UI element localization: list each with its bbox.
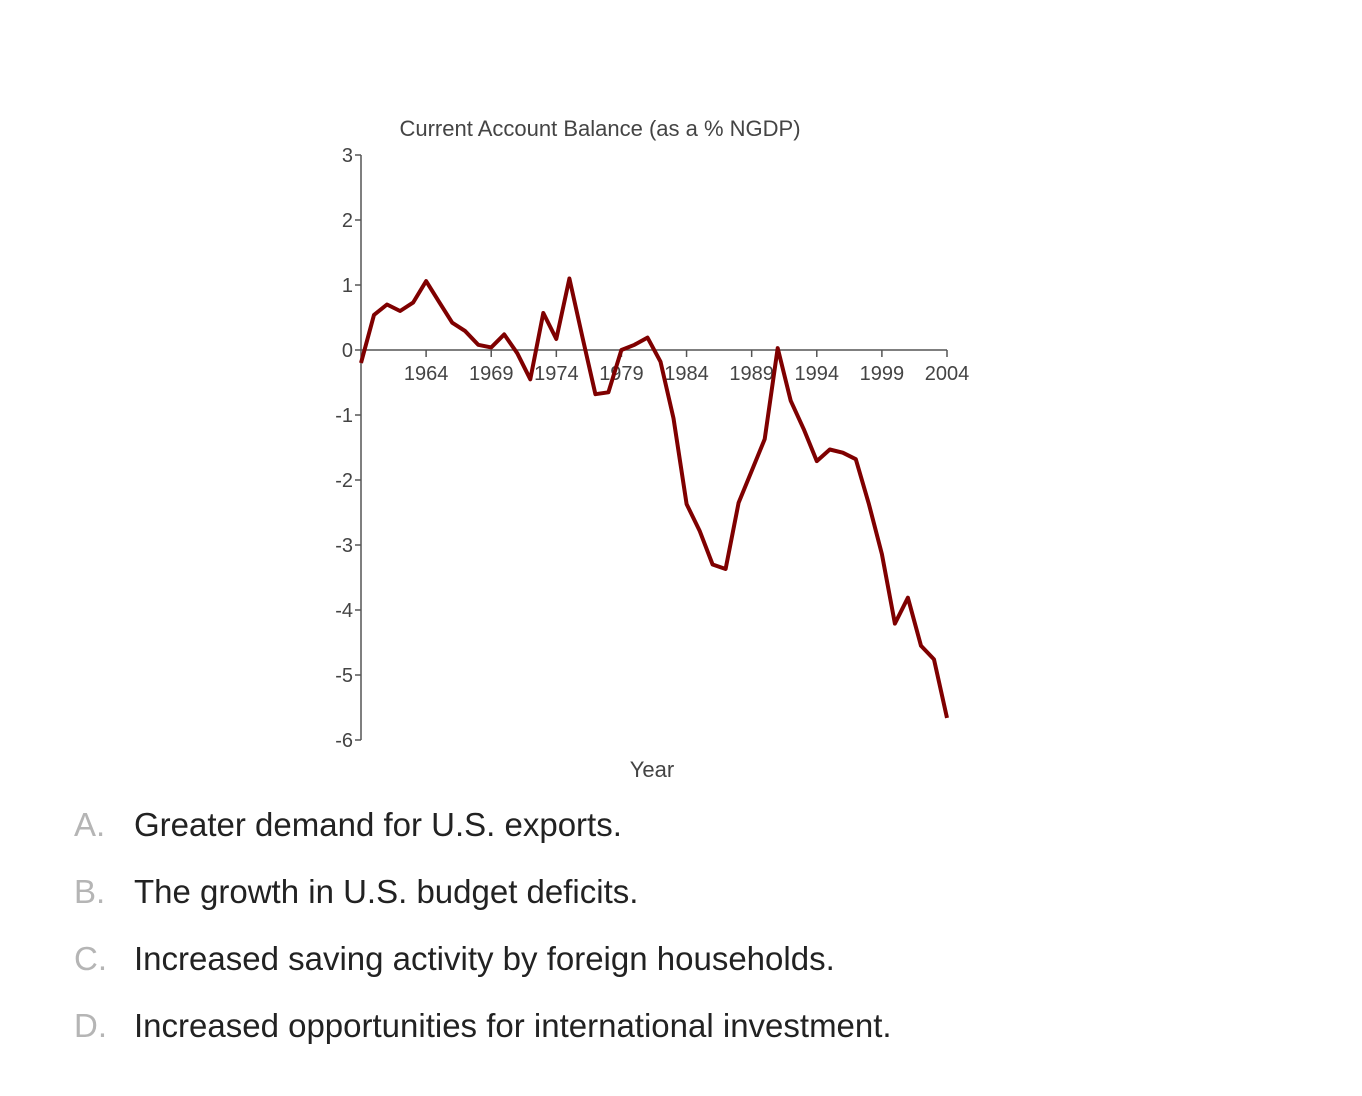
x-tick-label: 1969 (469, 363, 514, 385)
y-tick-label: -3 (335, 535, 353, 557)
y-tick-label: 1 (342, 275, 353, 297)
option-b[interactable]: B. The growth in U.S. budget deficits. (74, 873, 892, 940)
option-text: Increased opportunities for internationa… (134, 1007, 892, 1044)
option-letter: B. (74, 873, 106, 910)
option-text: Greater demand for U.S. exports. (134, 806, 622, 843)
option-text: Increased saving activity by foreign hou… (134, 940, 835, 977)
option-c[interactable]: C. Increased saving activity by foreign h… (74, 940, 892, 1007)
x-axis-label: Year (630, 757, 674, 782)
x-tick-label: 1974 (534, 363, 579, 385)
y-tick-label: 0 (342, 340, 353, 362)
x-tick-label: 1964 (404, 363, 449, 385)
option-d[interactable]: D. Increased opportunities for internatio… (74, 1007, 892, 1074)
x-tick-label: 2004 (925, 363, 970, 385)
option-letter: A. (74, 806, 106, 843)
x-tick-label: 1979 (599, 363, 644, 385)
chart-title: Current Account Balance (as a % NGDP) (399, 116, 800, 141)
y-tick-label: -5 (335, 665, 353, 687)
option-letter: D. (74, 1007, 107, 1044)
axes: 3 2 1 0 -1 -2 -3 -4 -5 -6 1964 1969 1974 1979 1984 1989… (335, 145, 969, 752)
y-tick-label: 2 (342, 210, 353, 232)
series-line (359, 276, 949, 719)
y-tick-label: -6 (335, 730, 353, 752)
current-account-chart: Current Account Balance (as a % NGDP) 3 2… (335, 116, 969, 782)
x-tick-label: 1994 (795, 363, 840, 385)
y-tick-label: -2 (335, 470, 353, 492)
y-tick-label: -4 (335, 600, 353, 622)
option-letter: C. (74, 940, 107, 977)
x-tick-label: 1989 (729, 363, 774, 385)
x-tick-label: 1984 (664, 363, 709, 385)
option-a[interactable]: A. Greater demand for U.S. exports. (74, 806, 892, 873)
option-text: The growth in U.S. budget deficits. (134, 873, 639, 910)
y-tick-label: 3 (342, 145, 353, 167)
y-tick-label: -1 (335, 405, 353, 427)
x-tick-label: 1999 (860, 363, 905, 385)
answer-options: A. Greater demand for U.S. exports. B. The… (74, 806, 892, 1074)
